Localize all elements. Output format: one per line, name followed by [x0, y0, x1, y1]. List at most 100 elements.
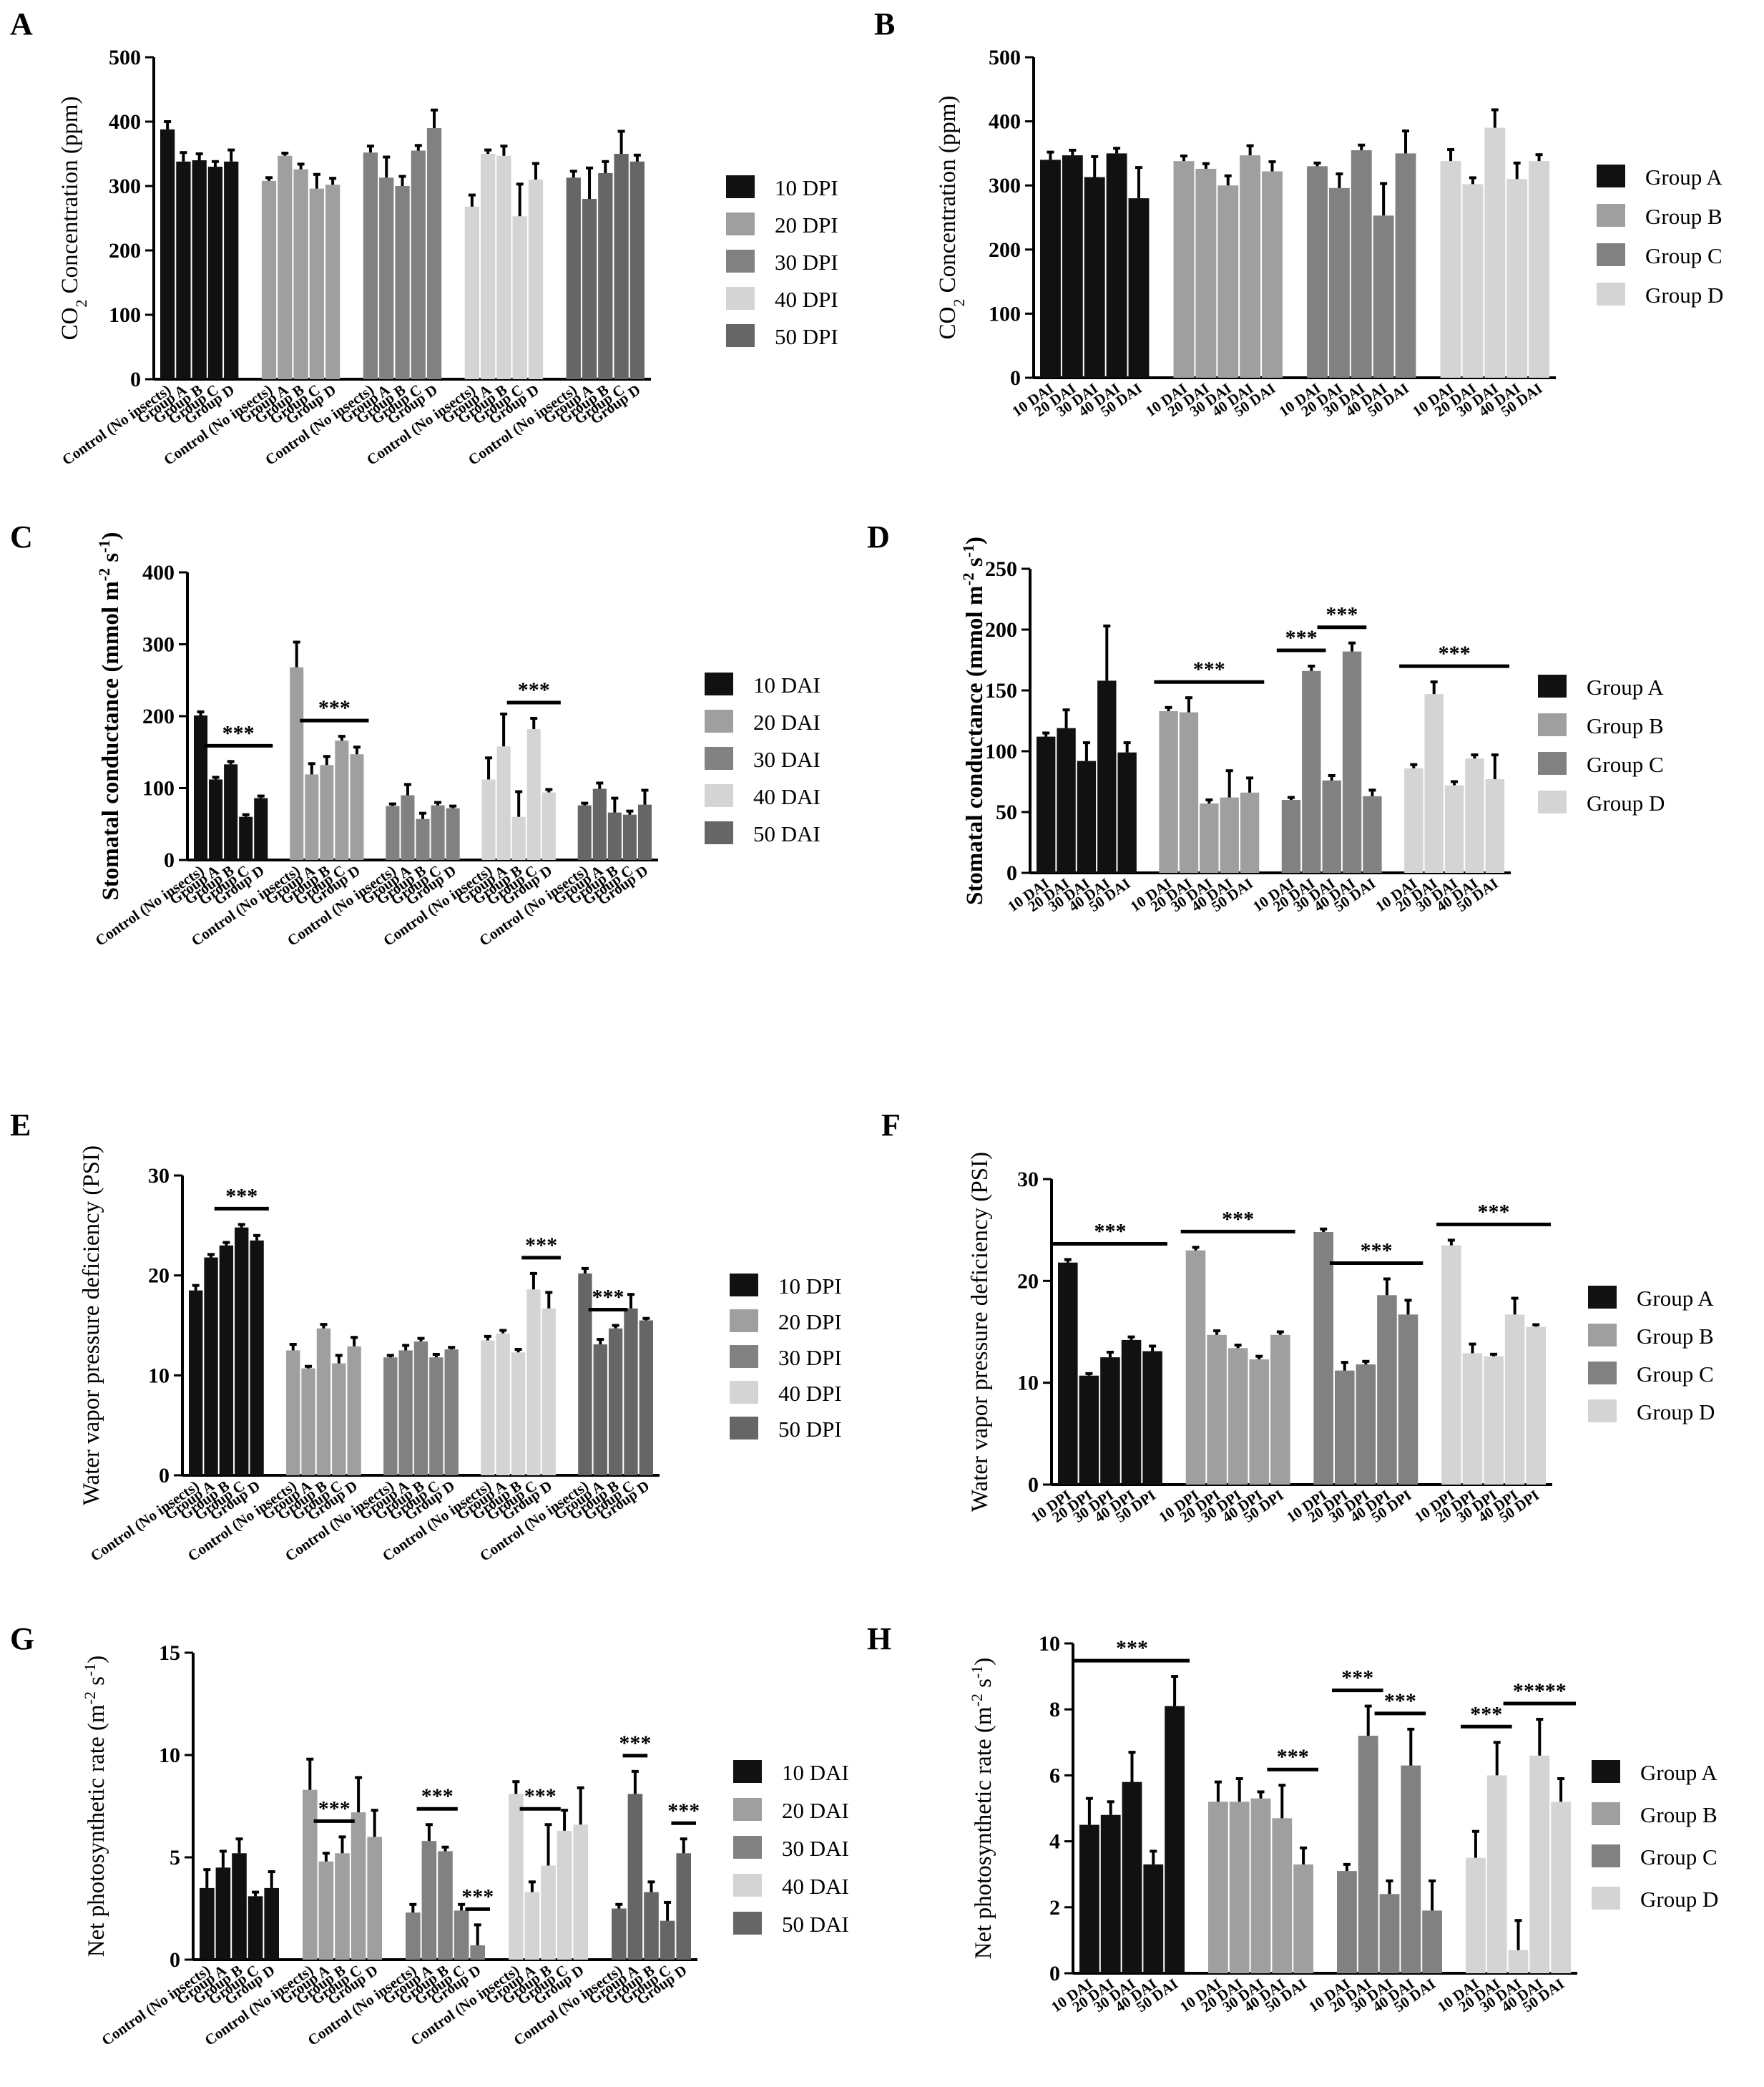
bar	[557, 1830, 572, 1960]
bar	[1363, 796, 1382, 873]
legend-swatch	[733, 1798, 762, 1821]
bar	[309, 188, 324, 379]
bar	[316, 1328, 331, 1475]
significance-marker: ***	[667, 1799, 700, 1822]
significance-marker: ***	[592, 1286, 624, 1309]
bar	[431, 805, 445, 860]
y-tick-label: 0	[1006, 861, 1017, 885]
legend-swatch	[1588, 1362, 1617, 1384]
bar	[1484, 127, 1506, 378]
bar	[481, 154, 496, 379]
y-tick-label: 400	[142, 561, 175, 585]
legend-swatch	[730, 1345, 758, 1368]
legend-swatch	[705, 784, 733, 807]
bar	[1358, 1736, 1378, 1973]
legend-label: 50 DPI	[775, 324, 838, 349]
bar	[524, 1892, 540, 1960]
bar	[511, 1352, 526, 1475]
bar	[1229, 1802, 1250, 1973]
bar	[189, 1290, 203, 1475]
bar	[207, 167, 223, 379]
bar	[1079, 1824, 1099, 1973]
bar	[1444, 785, 1464, 873]
bar	[1404, 768, 1424, 873]
bar	[1379, 1894, 1400, 1973]
y-tick-label: 6	[1049, 1764, 1060, 1787]
bar	[1484, 1356, 1504, 1485]
bar	[1249, 1359, 1270, 1485]
bar	[542, 792, 556, 860]
bar	[1058, 1262, 1078, 1485]
bar	[573, 1824, 588, 1960]
legend-swatch	[733, 1874, 762, 1897]
legend-swatch	[1588, 1286, 1617, 1309]
bar	[612, 1908, 627, 1960]
bar	[511, 816, 526, 860]
bar	[235, 1227, 249, 1475]
bar	[1062, 155, 1083, 378]
bar	[1529, 161, 1549, 378]
bar	[248, 1896, 263, 1960]
bar	[1220, 797, 1239, 873]
panel-letter: E	[10, 1108, 31, 1143]
legend-label: 50 DAI	[782, 1912, 849, 1937]
legend-label: Group D	[1645, 283, 1723, 308]
bar	[607, 812, 622, 860]
y-tick-label: 0	[130, 368, 141, 391]
significance-marker: ***	[1116, 1636, 1148, 1660]
bar	[332, 1363, 346, 1475]
legend-swatch	[1592, 1844, 1620, 1867]
y-tick-label: 500	[989, 46, 1021, 69]
bar	[644, 1892, 659, 1960]
y-tick-label: 0	[1028, 1473, 1039, 1497]
bar	[637, 804, 652, 860]
bar	[526, 1289, 541, 1475]
bar	[290, 667, 304, 860]
bar	[1100, 1357, 1120, 1485]
significance-marker: ***	[524, 1784, 557, 1808]
legend-swatch	[726, 212, 755, 235]
bar	[1159, 710, 1178, 873]
y-tick-label: 0	[170, 1948, 180, 1972]
bar	[1272, 1818, 1293, 1973]
bar	[629, 161, 645, 380]
legend-swatch	[726, 324, 755, 347]
bar	[481, 1340, 495, 1475]
bar	[1240, 155, 1261, 378]
bar	[1322, 780, 1341, 873]
panel-letter: B	[874, 6, 895, 41]
y-tick-label: 300	[142, 633, 175, 657]
bar	[335, 1853, 350, 1960]
legend-label: 40 DAI	[782, 1874, 849, 1899]
bar	[1097, 680, 1117, 873]
significance-marker: ***	[1534, 1679, 1567, 1703]
bar	[318, 1861, 334, 1960]
bar	[1179, 712, 1199, 873]
bar	[592, 788, 607, 860]
legend-label: Group C	[1587, 752, 1664, 777]
bar	[1143, 1864, 1164, 1973]
legend-label: Group C	[1637, 1362, 1714, 1387]
legend-label: 30 DPI	[775, 250, 838, 275]
y-tick-label: 8	[1049, 1698, 1060, 1721]
bar	[1084, 177, 1105, 378]
legend-label: Group A	[1637, 1286, 1714, 1311]
bar	[224, 161, 239, 380]
legend-label: 10 DPI	[775, 175, 838, 200]
significance-marker: ***	[1094, 1219, 1126, 1243]
bar	[264, 1887, 279, 1960]
y-tick-label: 100	[985, 740, 1017, 763]
bar	[639, 1320, 653, 1475]
y-tick-label: 2	[1049, 1896, 1060, 1920]
legend-label: 50 DPI	[778, 1417, 842, 1442]
y-tick-label: 15	[159, 1641, 180, 1665]
bar	[406, 1912, 421, 1960]
legend-swatch	[705, 747, 733, 770]
bar	[577, 805, 592, 860]
y-axis-label: CO2 Concentration (ppm)	[935, 96, 968, 340]
bar	[528, 180, 544, 379]
bar	[1334, 1370, 1355, 1485]
significance-marker: ***	[1384, 1689, 1416, 1713]
bar	[401, 795, 415, 860]
panel-letter: D	[867, 519, 890, 554]
